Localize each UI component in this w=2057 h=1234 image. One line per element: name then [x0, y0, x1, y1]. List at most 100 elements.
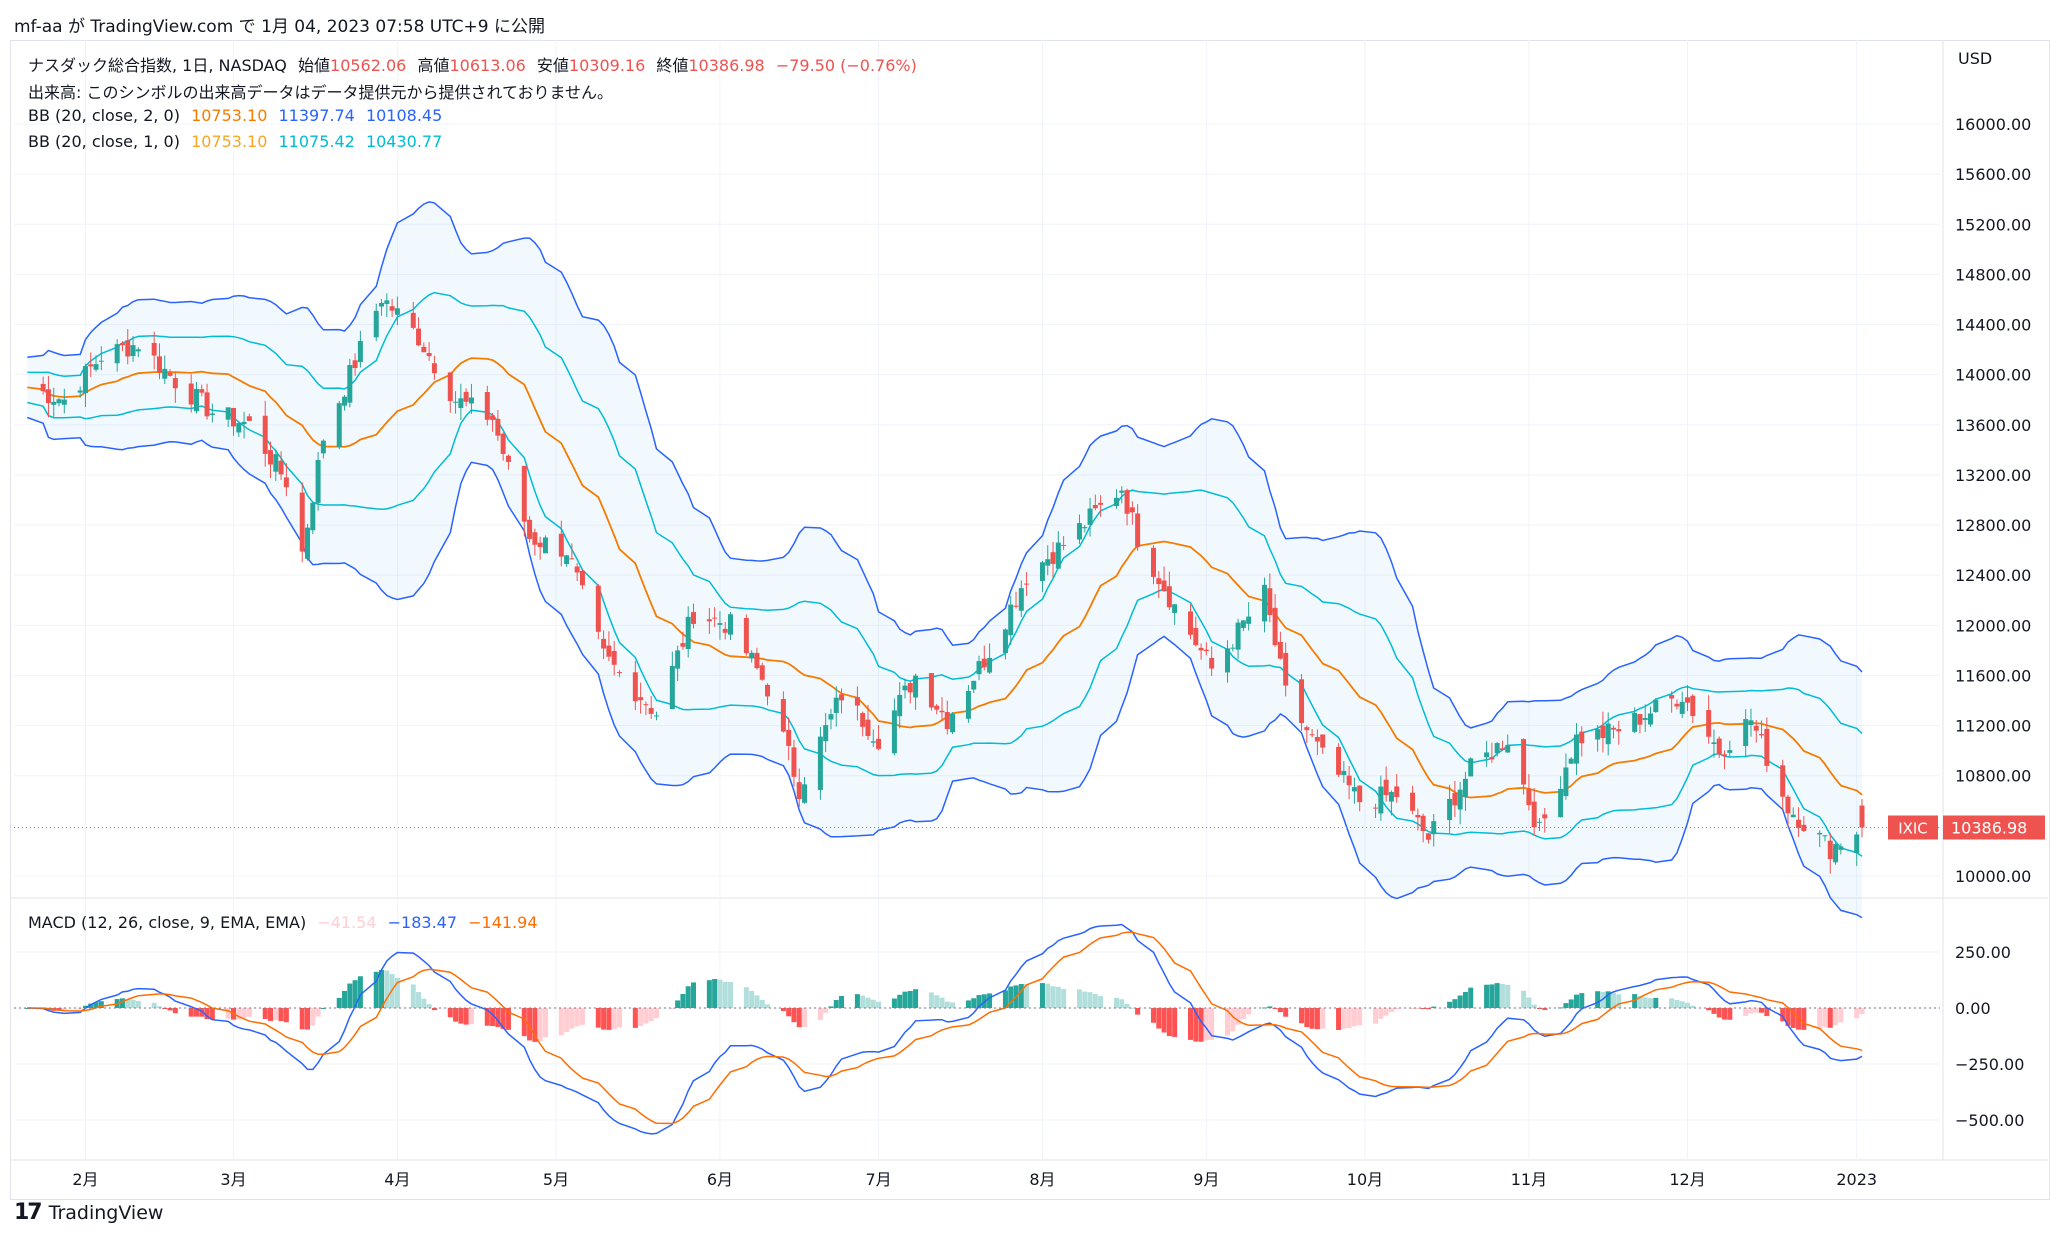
macd-legend[interactable]: MACD (12, 26, close, 9, EMA, EMA) −41.54… [28, 913, 544, 932]
candle-body [352, 360, 358, 369]
candle-body [204, 392, 210, 417]
bb2-upper: 11397.74 [278, 106, 355, 125]
candle-body [532, 532, 538, 545]
candle-body [569, 558, 575, 560]
macd-histogram-bar [394, 977, 400, 1008]
macd-histogram-bar [712, 978, 718, 1008]
candle-body [1002, 629, 1008, 654]
candle-body [648, 708, 654, 714]
macd-histogram-bar [1854, 1008, 1860, 1019]
candle-body [1563, 767, 1569, 796]
macd-histogram-bar [1415, 1008, 1421, 1009]
macd-histogram-bar [1304, 1008, 1310, 1028]
month-label: 8月 [1029, 1170, 1055, 1189]
macd-histogram-bar [823, 1008, 829, 1013]
bb2-upper-line [27, 201, 1863, 729]
candle-body [564, 555, 570, 565]
candle-body [1172, 604, 1178, 613]
candle-body [130, 345, 136, 357]
candle-body [558, 533, 564, 557]
candle-body [780, 699, 786, 732]
macd-histogram-bar [558, 1008, 564, 1036]
brand-name: TradingView [48, 1201, 164, 1224]
candle-body [1225, 648, 1231, 673]
macd-histogram-bar [262, 1008, 268, 1020]
macd-histogram-bar [722, 981, 728, 1008]
candle-body [897, 694, 903, 717]
candle-body [717, 623, 723, 625]
candle-body [336, 403, 342, 447]
macd-histogram-bar [1690, 1005, 1696, 1008]
candle-body [1262, 584, 1268, 622]
candle-body [1690, 695, 1696, 717]
macd-histogram-bar [1526, 997, 1532, 1008]
macd-histogram-bar [833, 999, 839, 1008]
macd-histogram-bar [379, 969, 385, 1008]
price-tick-label: 13600.00 [1955, 416, 2031, 435]
macd-histogram-bar [839, 995, 845, 1008]
candle-body [1468, 758, 1474, 777]
candle-body [1341, 770, 1347, 776]
bb-band-fill [27, 201, 1862, 918]
bb1-legend[interactable]: BB (20, close, 1, 0) 10753.10 11075.42 1… [28, 132, 448, 151]
volume-note: 出来高: このシンボルの出来高データはデータ提供元から提供されておりません。 [28, 83, 614, 102]
bb2-legend[interactable]: BB (20, close, 2, 0) 10753.10 11397.74 1… [28, 106, 448, 125]
candle-body [246, 416, 252, 421]
footer-brand[interactable]: 17 TradingView [14, 1200, 163, 1225]
macd-histogram-bar [743, 987, 749, 1008]
candle-body [273, 454, 279, 472]
candle-body [1166, 586, 1172, 608]
macd-histogram-bar [1425, 1008, 1431, 1010]
candle-body [1383, 779, 1389, 796]
macd-histogram-bar [167, 1008, 173, 1011]
macd-histogram-bar [574, 1008, 580, 1027]
macd-histogram-bar [817, 1008, 823, 1020]
candle-body [1568, 758, 1574, 764]
macd-histogram-bar [125, 999, 131, 1008]
macd-histogram-bar [907, 990, 913, 1008]
macd-histogram-bar [1172, 1008, 1178, 1037]
macd-histogram-bar [1716, 1008, 1722, 1018]
macd-histogram-bar [1722, 1008, 1728, 1020]
price-tick-label: 11200.00 [1955, 717, 2031, 736]
macd-histogram-bar [690, 982, 696, 1008]
macd-histogram-bar [828, 1006, 834, 1008]
candle-body [1531, 801, 1537, 828]
macd-histogram-bar [1008, 986, 1014, 1008]
candle-body [971, 680, 977, 690]
candle-body [802, 784, 808, 803]
price-tick-label: 11600.00 [1955, 666, 2031, 685]
candle-body [944, 712, 950, 730]
macd-histogram-bar [416, 992, 422, 1008]
candle-body [209, 413, 215, 416]
macd-histogram-bar [579, 1008, 585, 1025]
macd-histogram-bar [1610, 992, 1616, 1008]
candle-body [1447, 798, 1453, 821]
macd-histogram-bar [172, 1008, 178, 1014]
macd-histogram-bar [1309, 1008, 1315, 1029]
macd-histogram-bar [1119, 999, 1125, 1008]
macd-histogram-bar [1230, 1008, 1236, 1032]
candle-body [1859, 805, 1865, 828]
macd-histogram-bar [490, 1008, 496, 1026]
candle-body [1499, 748, 1505, 751]
candle-body [606, 645, 612, 657]
macd-tick-label: 250.00 [1955, 943, 2011, 962]
macd-histogram-bar [913, 989, 919, 1008]
candle-body [1595, 729, 1601, 740]
macd-histogram-bar [77, 1008, 83, 1010]
candle-body [1600, 725, 1606, 739]
macd-histogram-bar [193, 1008, 199, 1017]
candle-body [1452, 793, 1458, 806]
candle-body [463, 391, 469, 402]
macd-histogram-bar [595, 1008, 601, 1028]
macd-histogram-bar [1341, 1008, 1347, 1029]
macd-histogram-bar [1388, 1008, 1394, 1012]
macd-histogram-bar [151, 1002, 157, 1008]
month-label: 6月 [707, 1170, 733, 1189]
candle-body [421, 346, 427, 353]
macd-histogram-bar [944, 1001, 950, 1008]
candle-body [310, 502, 316, 531]
candle-body [976, 661, 982, 675]
